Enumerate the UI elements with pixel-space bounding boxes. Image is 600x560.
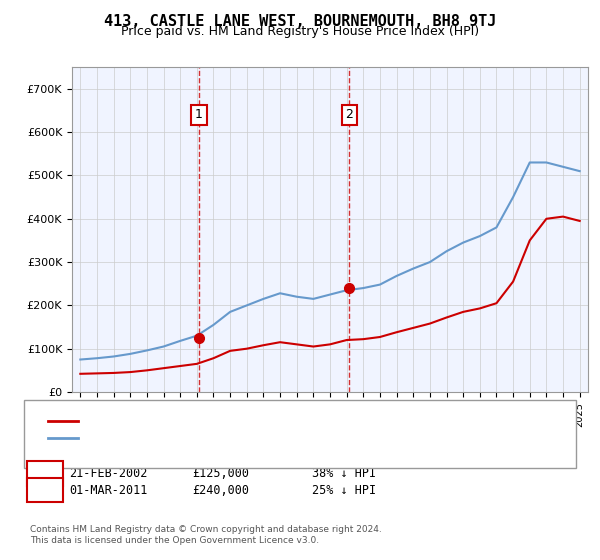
Text: 413, CASTLE LANE WEST, BOURNEMOUTH, BH8 9TJ (detached house): 413, CASTLE LANE WEST, BOURNEMOUTH, BH8 … (87, 416, 448, 426)
Text: 25% ↓ HPI: 25% ↓ HPI (312, 483, 376, 497)
Text: HPI: Average price, detached house, Bournemouth Christchurch and Poole: HPI: Average price, detached house, Bour… (87, 433, 475, 443)
Text: 01-MAR-2011: 01-MAR-2011 (69, 483, 148, 497)
Text: This data is licensed under the Open Government Licence v3.0.: This data is licensed under the Open Gov… (30, 536, 319, 545)
Text: 2: 2 (41, 483, 49, 497)
Text: £240,000: £240,000 (192, 483, 249, 497)
Text: Price paid vs. HM Land Registry's House Price Index (HPI): Price paid vs. HM Land Registry's House … (121, 25, 479, 38)
Text: £125,000: £125,000 (192, 466, 249, 480)
Text: 2: 2 (346, 108, 353, 122)
Text: Contains HM Land Registry data © Crown copyright and database right 2024.: Contains HM Land Registry data © Crown c… (30, 525, 382, 534)
Text: 38% ↓ HPI: 38% ↓ HPI (312, 466, 376, 480)
Text: 1: 1 (195, 108, 203, 122)
Text: 21-FEB-2002: 21-FEB-2002 (69, 466, 148, 480)
Text: 1: 1 (41, 466, 49, 480)
Text: 413, CASTLE LANE WEST, BOURNEMOUTH, BH8 9TJ: 413, CASTLE LANE WEST, BOURNEMOUTH, BH8 … (104, 14, 496, 29)
